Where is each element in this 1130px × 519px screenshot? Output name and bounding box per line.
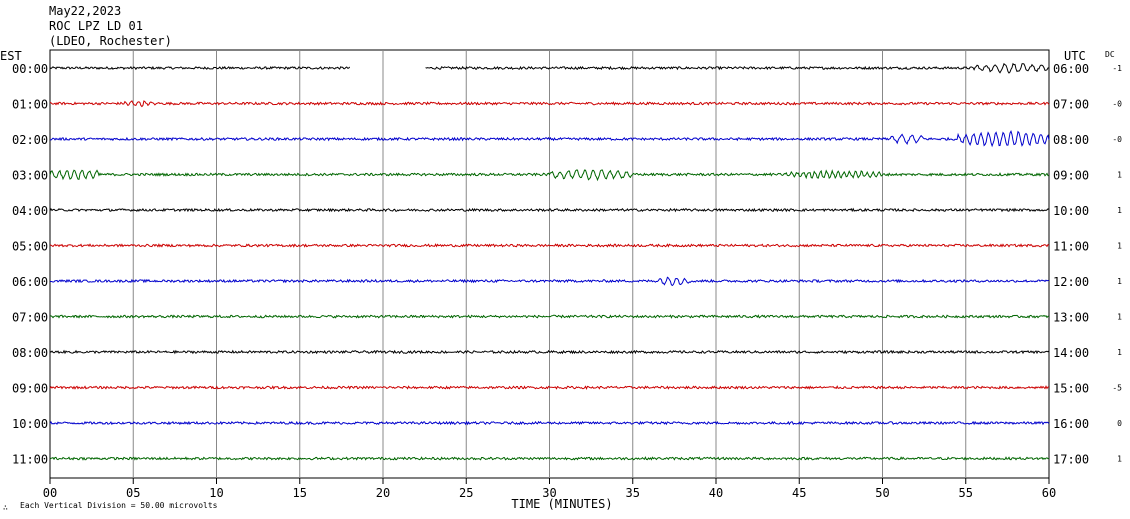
scale-note: Each Vertical Division = 50.00 microvolt… [20, 501, 218, 510]
est-time-label: 07:00 [12, 311, 48, 325]
utc-time-label: 17:00 [1053, 453, 1089, 467]
est-time-label: 11:00 [12, 453, 48, 467]
trace-0000 [425, 62, 1050, 74]
dc-axis-title: DC [1105, 50, 1115, 59]
utc-time-label: 12:00 [1053, 275, 1089, 289]
dc-offset-label: 1 [1117, 242, 1122, 251]
x-tick-label: 50 [875, 486, 889, 500]
network-label: (LDEO, Rochester) [49, 34, 172, 48]
utc-time-label: 13:00 [1053, 311, 1089, 325]
dc-offset-label: 1 [1117, 277, 1122, 286]
trace-0700 [49, 314, 1050, 319]
est-time-label: 01:00 [12, 98, 48, 112]
date-label: May22,2023 [49, 4, 122, 18]
utc-time-label: 16:00 [1053, 417, 1089, 431]
dc-offset-label: 1 [1117, 455, 1122, 464]
trace-0100 [49, 100, 1050, 108]
x-tick-label: 00 [43, 486, 57, 500]
x-tick-label: 30 [542, 486, 556, 500]
station-label: ROC LPZ LD 01 [49, 19, 143, 33]
utc-time-label: 14:00 [1053, 346, 1089, 360]
dc-offset-label: 1 [1117, 206, 1122, 215]
x-tick-label: 15 [293, 486, 307, 500]
dc-offset-label: -1 [1112, 64, 1122, 73]
utc-time-label: 07:00 [1053, 98, 1089, 112]
trace-1100 [49, 456, 1050, 461]
footer-icon: ∴ [3, 503, 8, 512]
dc-offset-label: -0 [1112, 100, 1122, 109]
x-tick-label: 35 [626, 486, 640, 500]
x-tick-label: 60 [1042, 486, 1056, 500]
trace-0200 [49, 130, 1050, 148]
dc-offset-label: 1 [1117, 171, 1122, 180]
trace-0800 [49, 349, 1050, 355]
x-tick-label: 20 [376, 486, 390, 500]
trace-0400 [49, 207, 1050, 213]
est-time-label: 06:00 [12, 275, 48, 289]
utc-time-label: 09:00 [1053, 169, 1089, 183]
x-tick-label: 25 [459, 486, 473, 500]
x-tick-label: 05 [126, 486, 140, 500]
utc-axis-title: UTC [1064, 49, 1086, 63]
utc-time-label: 15:00 [1053, 382, 1089, 396]
utc-time-label: 06:00 [1053, 62, 1089, 76]
trace-0300 [49, 169, 1049, 182]
x-tick-label: 45 [792, 486, 806, 500]
trace-0000 [49, 65, 351, 71]
est-time-label: 03:00 [12, 169, 48, 183]
trace-0900 [49, 385, 1050, 390]
est-time-label: 09:00 [12, 382, 48, 396]
dc-offset-label: -5 [1112, 384, 1122, 393]
est-time-label: 02:00 [12, 133, 48, 147]
dc-offset-label: 0 [1117, 419, 1122, 428]
est-time-label: 08:00 [12, 346, 48, 360]
dc-offset-label: 1 [1117, 348, 1122, 357]
est-time-label: 10:00 [12, 417, 48, 431]
est-time-label: 04:00 [12, 204, 48, 218]
utc-time-label: 11:00 [1053, 240, 1089, 254]
utc-time-label: 08:00 [1053, 133, 1089, 147]
x-axis-label: TIME (MINUTES) [511, 497, 612, 511]
dc-offset-label: 1 [1117, 313, 1122, 322]
x-tick-label: 10 [209, 486, 223, 500]
est-time-label: 00:00 [12, 62, 48, 76]
trace-0600 [50, 276, 1050, 287]
x-tick-label: 40 [709, 486, 723, 500]
dc-offset-label: -0 [1112, 135, 1122, 144]
est-time-label: 05:00 [12, 240, 48, 254]
trace-0500 [49, 243, 1050, 248]
trace-1000 [49, 420, 1050, 426]
est-axis-title: EST [0, 49, 22, 63]
utc-time-label: 10:00 [1053, 204, 1089, 218]
x-tick-label: 55 [959, 486, 973, 500]
